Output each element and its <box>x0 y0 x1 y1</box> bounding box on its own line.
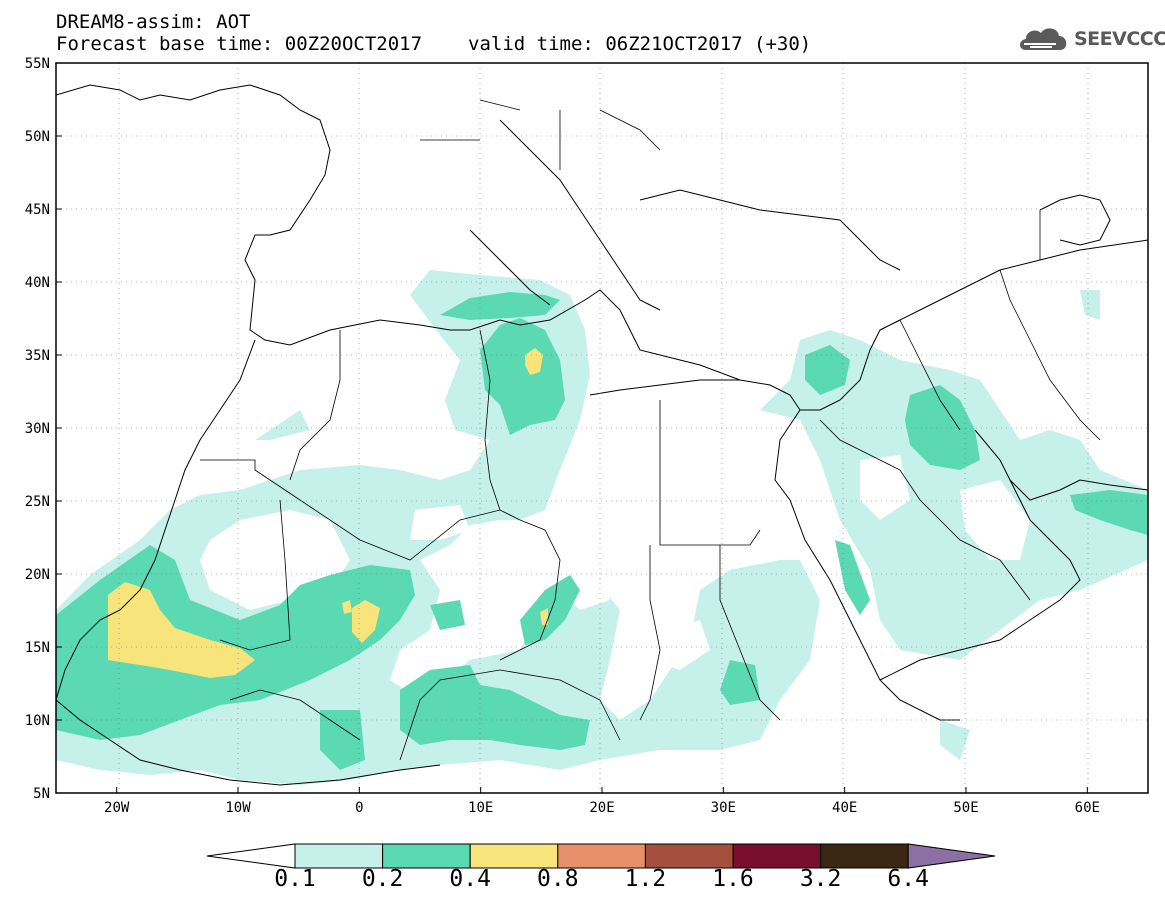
graticule <box>56 63 1148 793</box>
lat-label: 15N <box>25 640 50 656</box>
cloud-icon <box>1020 28 1067 50</box>
lon-label: 20E <box>589 800 614 816</box>
coastlines <box>56 84 1148 786</box>
lat-label: 40N <box>25 275 50 291</box>
lon-label: 50E <box>953 800 978 816</box>
lon-label: 0 <box>355 800 363 816</box>
colorbar-level-label: 0.2 <box>361 866 404 892</box>
logo-text: SEEVCCC <box>1074 28 1165 50</box>
lon-label: 10W <box>225 800 251 816</box>
lon-label: 30E <box>711 800 736 816</box>
valid-time: valid time: 06Z21OCT2017 (+30) <box>468 33 812 55</box>
country-borders <box>200 99 1101 761</box>
colorbar-level-label: 1.2 <box>624 866 667 892</box>
colorbar-level-label: 1.6 <box>712 866 754 892</box>
base-time: Forecast base time: 00Z20OCT2017 <box>56 33 423 55</box>
map-subtitle: Forecast base time: 00Z20OCT2017 valid ti… <box>56 33 811 55</box>
colorbar-level-label: 6.4 <box>887 866 929 892</box>
seevccc-logo: SEEVCCC <box>1016 22 1165 58</box>
colorbar-level-label: 0.1 <box>274 866 316 892</box>
lat-label: 10N <box>25 713 50 729</box>
aot-band-0.4 <box>108 348 548 678</box>
lon-label: 40E <box>832 800 857 816</box>
lat-label: 30N <box>25 421 50 437</box>
aot-band-0.2 <box>56 292 1148 770</box>
latitude-labels: 55N 50N 45N 40N 35N 30N 25N 20N 15N 10N 5N <box>25 56 62 802</box>
lat-label: 35N <box>25 348 50 364</box>
colorbar-level-label: 0.4 <box>449 866 491 892</box>
longitude-labels: 20W 10W 0 10E 20E 30E 40E 50E 60E <box>104 787 1100 816</box>
colorbar-level-label: 0.8 <box>537 866 579 892</box>
lat-label: 20N <box>25 567 50 583</box>
lat-label: 5N <box>33 786 50 802</box>
lat-label: 55N <box>25 56 50 72</box>
lon-label: 10E <box>468 800 493 816</box>
colorbar-level-label: 3.2 <box>799 866 842 892</box>
lon-label: 60E <box>1075 800 1100 816</box>
lat-label: 25N <box>25 494 50 510</box>
map-title: DREAM8-assim: AOT <box>56 11 251 33</box>
lat-label: 45N <box>25 202 50 218</box>
lat-label: 50N <box>25 129 50 145</box>
lon-label: 20W <box>104 800 130 816</box>
